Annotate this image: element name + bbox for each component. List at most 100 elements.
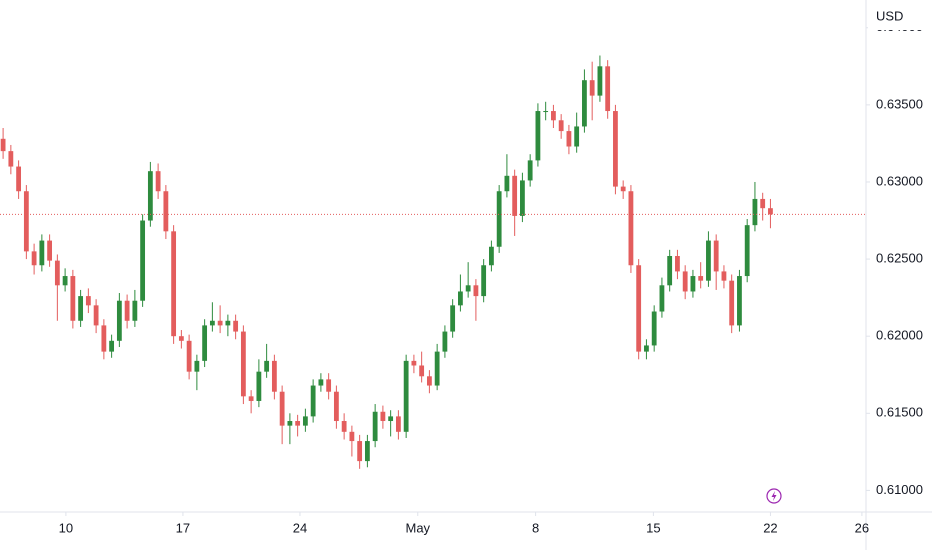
candle-body [535,111,541,161]
candle-body [132,300,138,321]
candle-body [644,345,649,352]
candle-body [620,186,626,192]
candle-body [39,240,45,266]
candle-body [558,120,564,132]
candle-body [512,175,518,216]
x-tick-label: 24 [293,520,307,535]
x-tick-label: 17 [176,520,190,535]
x-tick-label: May [405,520,430,535]
candle-body [458,291,463,306]
candle-body [217,320,223,326]
candle-body [721,271,727,281]
candle-body [403,360,409,432]
candle-body [768,208,773,215]
y-tick-label: 0.61500 [876,405,923,420]
candle-body [310,385,316,417]
candle-body [582,80,587,127]
y-tick-label: 0.63500 [876,96,923,111]
candle-body [240,331,246,397]
candle-body [465,285,471,292]
candle-body [682,271,688,292]
x-tick-label: 26 [855,520,869,535]
candle-body [349,431,355,442]
lightning-icon [766,488,782,504]
candle-body [364,441,370,462]
candle-body [62,276,68,286]
candle-body [613,111,618,187]
currency-badge [868,4,930,30]
candle-body [85,296,91,306]
candle-body [101,325,107,352]
candle-body [744,225,750,277]
candle-body [636,265,642,352]
candle-body [171,231,177,337]
candle-body [589,80,595,96]
candle-body [209,320,215,326]
candle-body [426,376,432,386]
ticks: 0.61000 0.61500 0.62000 0.62500 0.63000 0.635… [59,19,923,535]
candle-body [442,331,448,352]
candle-body [116,300,122,341]
candle-body [302,416,308,426]
candle-body [186,340,192,372]
candle-body [489,246,494,266]
candle-body [481,265,487,297]
candle-body [264,360,270,372]
currency-label: USD [876,8,903,23]
y-tick-label: 0.63000 [876,173,923,188]
candle-body [675,256,680,272]
candle-body [225,320,231,326]
candle-body [271,360,277,392]
y-tick-label: 0.62500 [876,251,923,266]
candle-body [496,191,502,247]
candle-body [295,421,301,426]
candle-body [248,396,254,401]
candle-body [551,111,556,121]
candle-body [147,171,153,221]
candle-body [395,416,401,432]
candle-body [31,251,37,266]
candle-body [706,240,711,281]
candle-body [372,411,378,442]
candle-body [357,441,363,462]
candle-body [450,305,456,332]
candle-body [256,371,262,401]
candle-body [16,166,22,192]
candle-body [419,365,425,377]
candle-body [23,191,29,252]
candle-body [155,171,161,192]
candle-body [233,320,239,332]
candle-body [520,180,525,216]
candle-body [752,198,758,226]
candle-body [411,360,417,366]
candle-body [54,260,60,286]
candle-body [178,336,184,341]
candle-body [698,276,704,281]
candle-body [333,391,339,422]
candle-body [341,421,347,432]
candle-body [737,276,742,326]
candle-body [690,276,696,292]
candle-body [109,340,115,352]
candle-body [202,325,208,361]
candle-body [729,280,735,326]
candle-body [8,151,14,167]
candle-body [0,138,6,152]
candle-body [124,300,130,321]
y-tick-label: 0.61000 [876,482,923,497]
candle-body [287,421,293,426]
y-tick-label: 0.62000 [876,328,923,343]
candle-body [434,351,440,386]
candle-body [659,285,665,312]
candle-body [473,285,479,297]
candle-body [380,411,386,422]
candle-body [163,191,169,232]
candle-body [47,240,53,261]
x-tick-label: 15 [646,520,660,535]
candle-body [93,305,99,326]
candle-body [194,360,200,372]
candle-body [667,256,673,286]
x-tick-label: 22 [763,520,777,535]
